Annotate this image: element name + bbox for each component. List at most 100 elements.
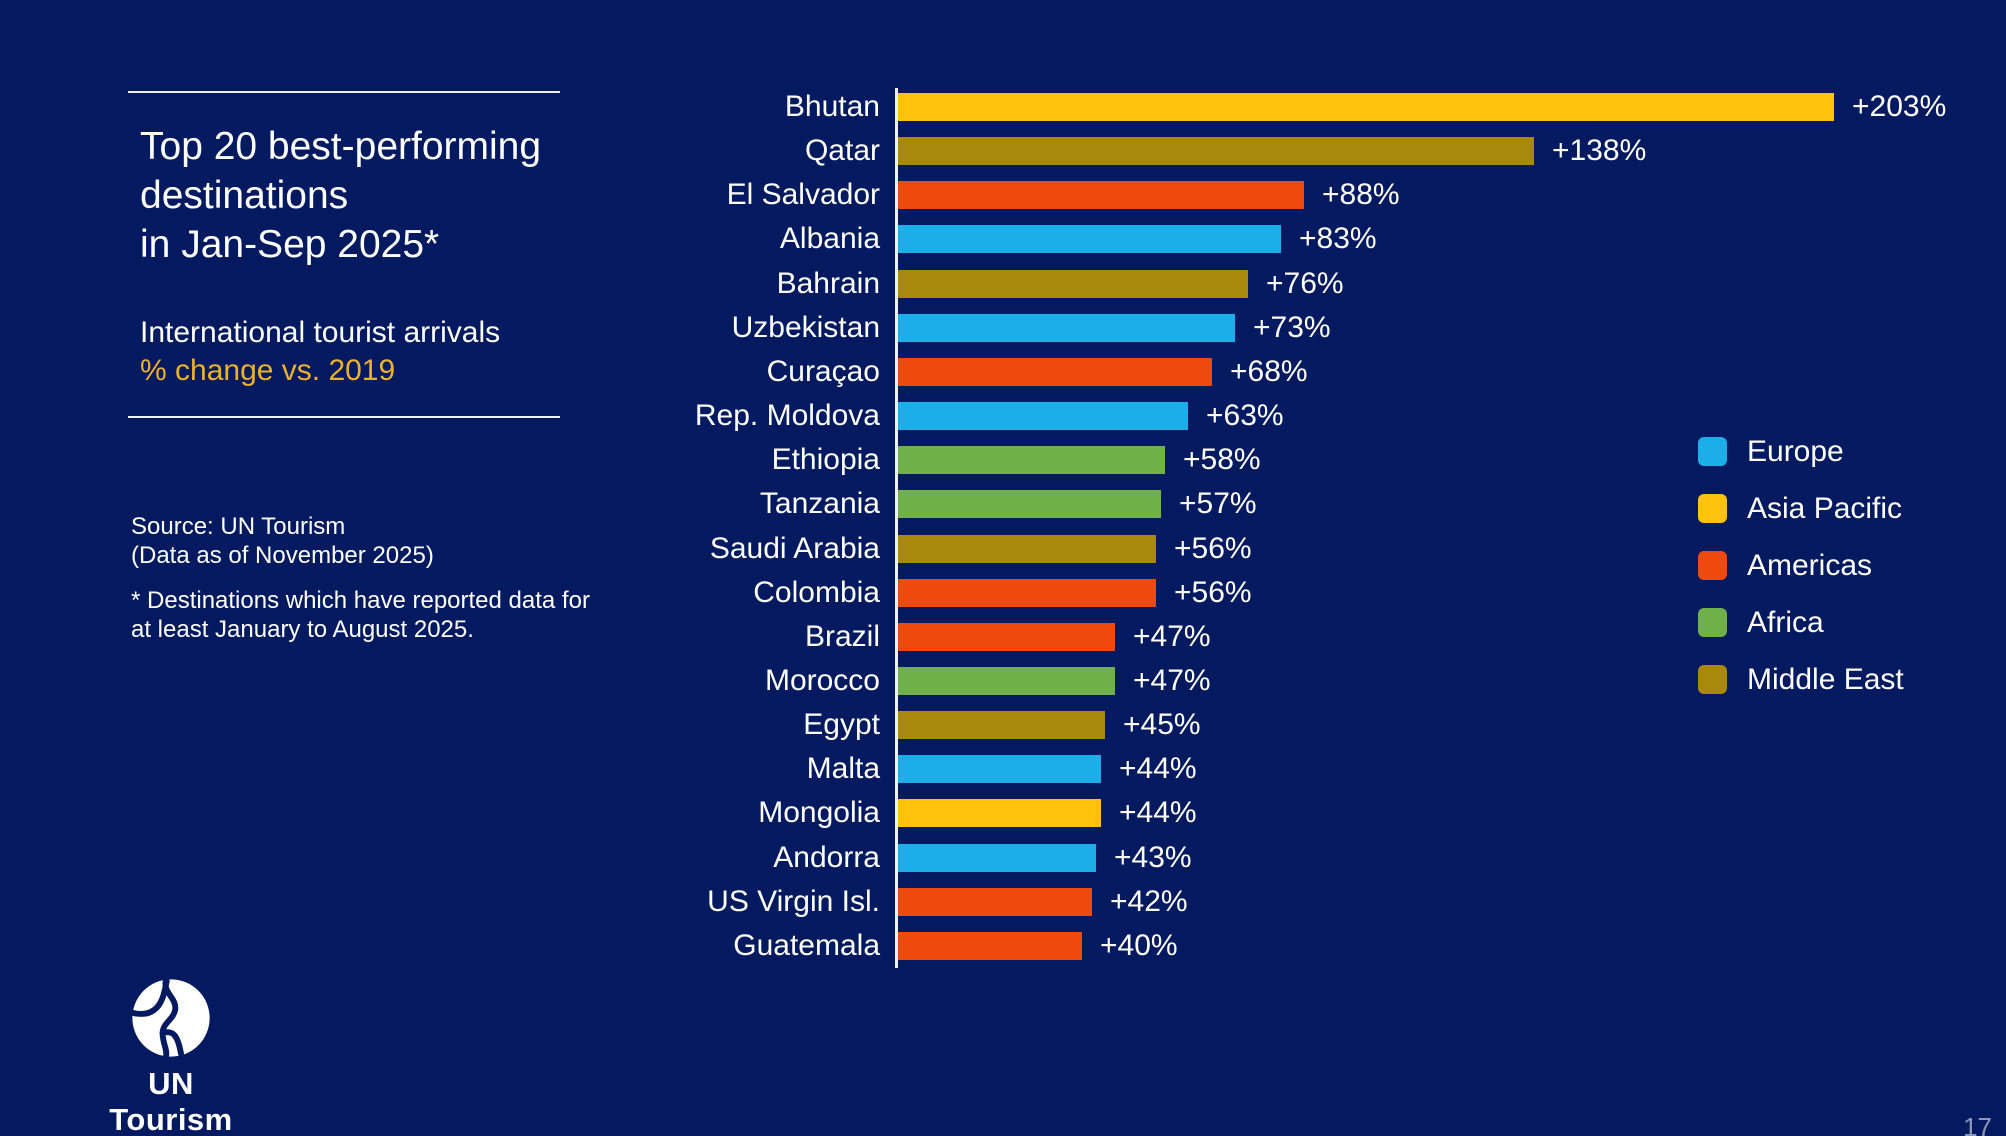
footnote: * Destinations which have reported data … [131,586,590,644]
bar-middle_east [898,534,1156,563]
bar-americas [898,887,1092,916]
bar-row: Guatemala +40% [0,924,1178,968]
value-label: +47% [1133,663,1211,697]
value-label: +57% [1179,487,1257,521]
value-label: +47% [1133,619,1211,653]
bar-europe [898,225,1281,254]
page-title-line: destinations [140,174,349,217]
category-label: Uzbekistan [731,310,880,344]
value-label: +42% [1110,884,1188,918]
category-label: Tanzania [759,487,880,521]
bar-africa [898,666,1115,695]
category-label: Saudi Arabia [709,531,880,565]
bar-row: Colombia +56% [0,571,1252,615]
logo-wordmark: UN Tourism [109,1066,233,1136]
footnote-line: * Destinations which have reported data … [131,587,590,614]
category-label: Bhutan [784,90,880,123]
bar-row: Andorra +43% [0,836,1192,880]
legend-item-europe: Europe [1698,434,1904,468]
value-label: +73% [1253,310,1331,344]
bar-row: Albania +83% [0,217,1377,261]
value-label: +203% [1852,90,1947,123]
un-tourism-globe-icon [86,976,256,1060]
bar-row: Mongolia +44% [0,791,1197,835]
footnote-line: at least January to August 2025. [131,616,474,643]
category-label: Curaçao [766,354,880,388]
value-label: +44% [1119,796,1197,830]
bar-row: Bahrain +76% [0,262,1344,306]
chart-legend: Europe Asia Pacific Americas Africa Middle E… [1698,434,1904,696]
value-label: +76% [1266,266,1344,300]
bar-row: Curaçao +68% [0,350,1308,394]
value-label: +58% [1183,443,1261,477]
value-label: +56% [1174,575,1252,609]
bar-row: Morocco +47% [0,659,1211,703]
category-label: Guatemala [733,928,880,962]
bar-row: Egypt +45% [0,703,1201,747]
category-label: Bahrain [776,266,880,300]
value-label: +40% [1100,928,1178,962]
bar-row: Malta +44% [0,747,1197,791]
bar-row: Uzbekistan +73% [0,306,1331,350]
bar-africa [898,446,1165,475]
bar-americas [898,181,1304,210]
bar-row: El Salvador +88% [0,173,1400,217]
value-label: +63% [1206,399,1284,433]
chart-axis-line [895,88,898,968]
legend-swatch-icon [1698,494,1727,523]
legend-label: Asia Pacific [1747,491,1903,525]
legend-swatch-icon [1698,437,1727,466]
legend-swatch-icon [1698,665,1727,694]
legend-item-africa: Africa [1698,605,1904,639]
category-label: Albania [779,222,880,256]
legend-label: Middle East [1747,662,1904,696]
category-label: Brazil [804,619,880,653]
legend-item-middle_east: Middle East [1698,662,1904,696]
value-label: +44% [1119,752,1197,786]
category-label: US Virgin Isl. [707,884,880,918]
legend-item-americas: Americas [1698,548,1904,582]
bar-middle_east [898,269,1248,298]
source-line: Source: UN Tourism [131,513,346,540]
category-label: Colombia [753,575,880,609]
page-title-line: in Jan-Sep 2025* [140,223,440,266]
bar-americas [898,578,1156,607]
source-note: Source: UN Tourism (Data as of November … [131,512,434,570]
category-label: Andorra [773,840,880,874]
bar-europe [898,313,1235,342]
category-label: Rep. Moldova [694,399,880,433]
legend-label: Africa [1747,605,1824,639]
value-label: +83% [1299,222,1377,256]
bar-row: Bhutan +203% [0,85,1946,129]
divider-line-bottom [128,416,560,418]
subtitle-measure: % change vs. 2019 [140,354,396,387]
subtitle-metric: International tourist arrivals [140,316,501,349]
bar-row: Rep. Moldova +63% [0,394,1284,438]
bar-europe [898,755,1101,784]
bar-europe [898,843,1096,872]
bar-row: Brazil +47% [0,615,1211,659]
bar-row: Ethiopia +58% [0,438,1261,482]
bar-row: Tanzania +57% [0,482,1257,526]
chart-subtitle: International tourist arrivals % change … [140,314,500,390]
category-label: Ethiopia [771,443,880,477]
value-label: +43% [1114,840,1192,874]
bar-americas [898,622,1115,651]
legend-label: Europe [1747,434,1844,468]
bar-row: US Virgin Isl. +42% [0,880,1188,924]
value-label: +68% [1230,354,1308,388]
value-label: +138% [1552,134,1647,168]
page-title: Top 20 best-performing destinations in J… [140,122,541,269]
category-label: Malta [806,752,880,786]
legend-label: Americas [1747,548,1873,582]
bar-africa [898,490,1161,519]
bar-americas [898,931,1082,960]
value-label: +45% [1123,708,1201,742]
divider-line-top [128,91,560,93]
bar-europe [898,402,1188,431]
page-number: 17 [1963,1112,1992,1136]
bar-asia_pacific [898,93,1834,121]
bar-row: Saudi Arabia +56% [0,527,1252,571]
